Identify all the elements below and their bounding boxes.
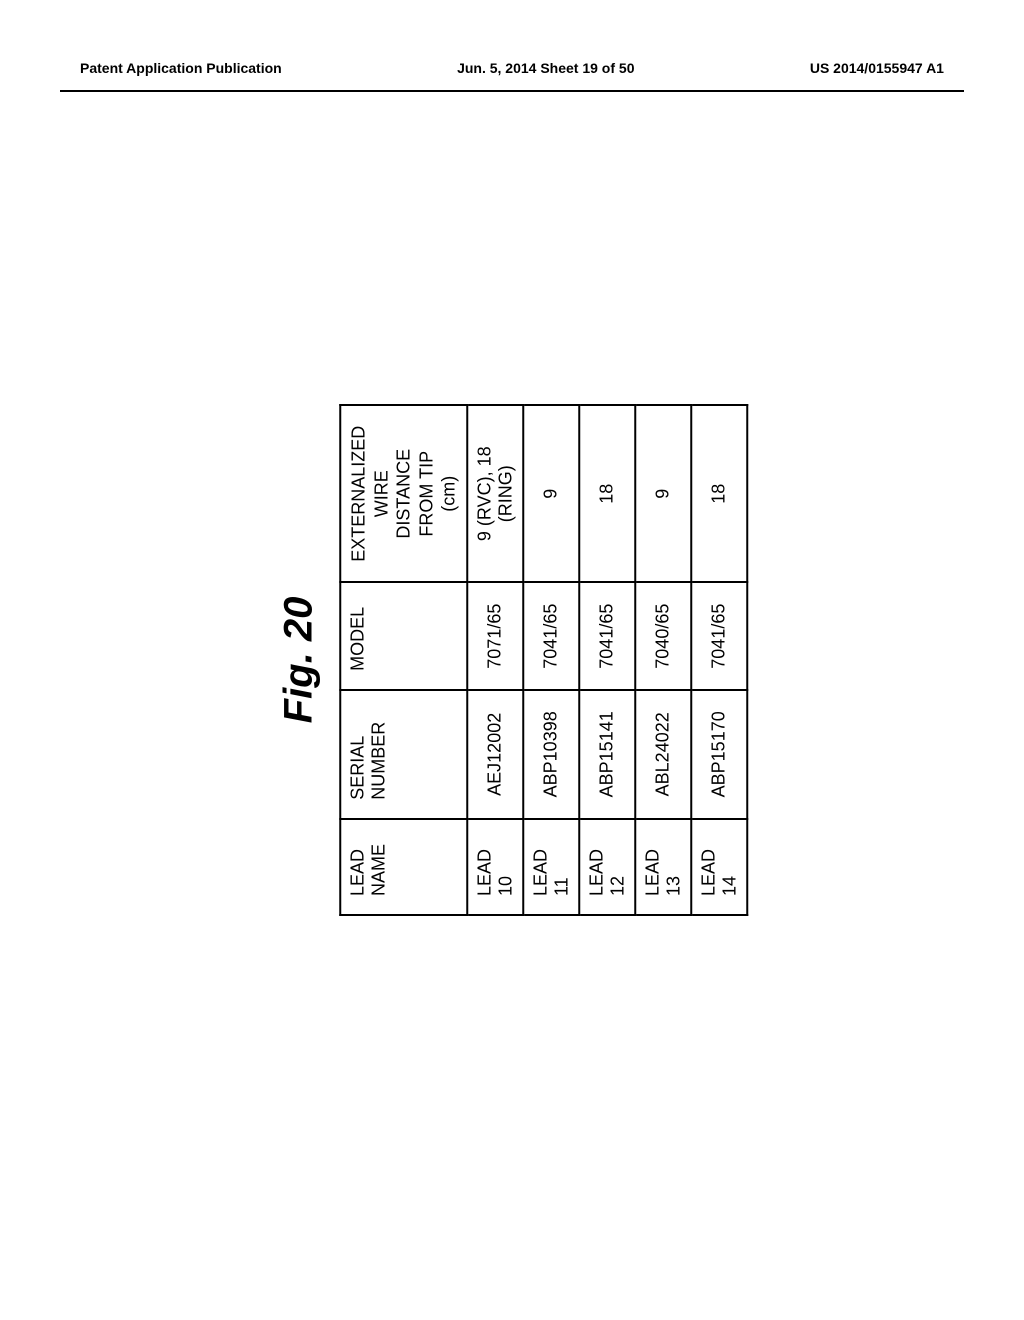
cell-model: 7041/65 — [523, 582, 579, 689]
figure-20: Fig. 20 LEAD NAME SERIAL NUMBER MODEL EX… — [276, 404, 748, 916]
table-row: LEAD 14 ABP15170 7041/65 18 — [691, 405, 747, 915]
col-model: MODEL — [340, 582, 467, 689]
header-right: US 2014/0155947 A1 — [810, 60, 944, 76]
cell-ext: 9 — [635, 405, 691, 582]
page-header: Patent Application Publication Jun. 5, 2… — [0, 60, 1024, 76]
cell-serial: ABP10398 — [523, 690, 579, 819]
cell-serial: AEJ12002 — [467, 690, 523, 819]
header-center: Jun. 5, 2014 Sheet 19 of 50 — [457, 60, 634, 76]
figure-title: Fig. 20 — [276, 597, 321, 724]
cell-lead: LEAD 12 — [579, 819, 635, 915]
cell-ext: 18 — [691, 405, 747, 582]
table-row: LEAD 10 AEJ12002 7071/65 9 (RVC), 18 (RI… — [467, 405, 523, 915]
cell-model: 7041/65 — [579, 582, 635, 689]
table-row: LEAD 13 ABL24022 7040/65 9 — [635, 405, 691, 915]
cell-model: 7071/65 — [467, 582, 523, 689]
table-header-row: LEAD NAME SERIAL NUMBER MODEL EXTERNALIZ… — [340, 405, 467, 915]
cell-lead: LEAD 11 — [523, 819, 579, 915]
cell-model: 7040/65 — [635, 582, 691, 689]
table-row: LEAD 12 ABP15141 7041/65 18 — [579, 405, 635, 915]
col-lead-name: LEAD NAME — [340, 819, 467, 915]
cell-serial: ABP15170 — [691, 690, 747, 819]
col-ext-line2: DISTANCE FROM TIP — [392, 424, 437, 563]
cell-ext: 18 — [579, 405, 635, 582]
col-externalized: EXTERNALIZED WIRE DISTANCE FROM TIP (cm) — [340, 405, 467, 582]
header-divider — [60, 90, 964, 92]
figure-table: LEAD NAME SERIAL NUMBER MODEL EXTERNALIZ… — [339, 404, 748, 916]
cell-lead: LEAD 14 — [691, 819, 747, 915]
cell-model: 7041/65 — [691, 582, 747, 689]
cell-lead: LEAD 13 — [635, 819, 691, 915]
cell-ext: 9 (RVC), 18 (RING) — [467, 405, 523, 582]
header-left: Patent Application Publication — [80, 60, 282, 76]
cell-lead: LEAD 10 — [467, 819, 523, 915]
col-serial: SERIAL NUMBER — [340, 690, 467, 819]
col-ext-line1: EXTERNALIZED WIRE — [347, 424, 392, 563]
cell-serial: ABP15141 — [579, 690, 635, 819]
cell-ext: 9 — [523, 405, 579, 582]
cell-serial: ABL24022 — [635, 690, 691, 819]
col-ext-line3: (cm) — [437, 424, 460, 563]
table-row: LEAD 11 ABP10398 7041/65 9 — [523, 405, 579, 915]
